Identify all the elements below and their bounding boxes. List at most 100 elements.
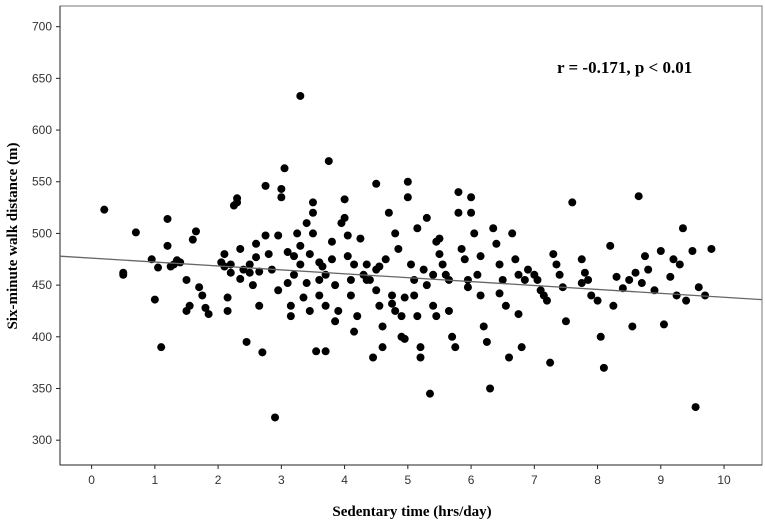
data-point [482,337,491,346]
data-point [429,270,438,279]
data-point [223,306,232,315]
data-point [258,348,267,357]
data-point [191,227,200,236]
data-point [577,255,586,264]
data-point [327,237,336,246]
data-point [318,262,327,271]
data-point [131,228,140,237]
data-point [195,283,204,292]
data-point [587,291,596,300]
data-point [467,193,476,202]
y-tick-label: 300 [32,433,52,447]
data-point [451,343,460,352]
y-tick-label: 500 [32,226,52,240]
data-point [400,293,409,302]
data-point [511,255,520,264]
regression-line [59,255,763,301]
data-point [290,252,298,261]
data-point [707,244,716,253]
data-point [397,312,406,321]
data-point [372,286,381,295]
x-tick-label: 5 [404,473,411,487]
data-point [245,268,254,277]
data-point [245,260,254,269]
data-point [248,281,257,290]
x-tick-label: 7 [531,473,538,487]
x-tick-label: 4 [341,473,348,487]
data-point [305,306,314,315]
data-point [419,265,428,274]
data-point [609,301,618,310]
data-point [391,229,400,238]
data-point [321,301,330,310]
data-point [353,312,362,321]
data-point [391,306,400,315]
data-point [198,291,207,300]
data-point [274,231,283,240]
data-point [308,198,317,207]
data-point [182,275,191,284]
data-point [331,317,340,326]
data-point [425,389,434,398]
data-point [242,337,251,346]
data-point [416,343,425,352]
data-point [514,270,523,279]
data-point [308,208,317,217]
data-point [372,179,381,188]
data-point [505,353,514,362]
data-point [150,295,159,304]
data-point [476,291,485,300]
data-point [286,301,295,310]
data-point [644,265,653,274]
data-point [236,244,245,253]
data-point [388,299,397,308]
data-point [413,312,422,321]
data-point [334,306,343,315]
data-point [666,272,675,281]
x-tick-label: 0 [88,473,95,487]
data-point [659,320,668,329]
data-point [486,384,495,393]
x-tick-label: 8 [594,473,601,487]
data-point [154,263,163,272]
data-point [454,208,463,217]
data-point [470,229,479,238]
data-point [233,198,242,207]
data-point [473,270,482,279]
data-point [100,205,109,214]
data-point [346,275,355,284]
x-tick-label: 6 [468,473,475,487]
data-point [305,250,314,259]
data-point [432,312,441,321]
data-point [201,303,210,312]
x-tick-label: 3 [278,473,285,487]
data-point [584,275,593,284]
data-point [299,293,308,302]
data-point [378,322,387,331]
data-point [593,296,602,305]
data-point [641,252,649,261]
data-point [678,224,687,233]
data-point [346,291,355,300]
data-point [331,281,340,290]
data-point [403,177,412,186]
data-point [261,231,270,240]
y-tick-label: 550 [32,175,52,189]
data-point [400,334,409,343]
data-point [283,279,292,288]
data-point [561,317,570,326]
data-point [448,332,457,341]
data-point [223,293,232,302]
data-point [296,260,305,269]
data-points [100,91,716,422]
data-point [378,343,387,352]
data-point [315,291,324,300]
data-point [637,279,646,288]
x-tick-label: 10 [717,473,731,487]
data-point [435,250,444,259]
data-point [176,258,185,267]
data-point [255,267,264,276]
data-point [467,208,476,217]
data-point [286,312,295,321]
